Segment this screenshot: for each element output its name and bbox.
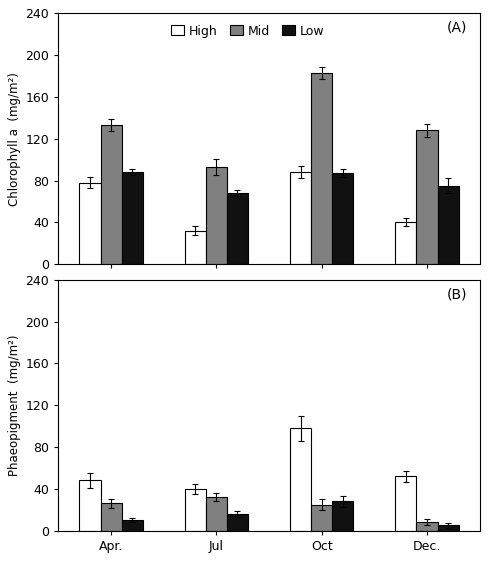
Bar bbox=[227, 193, 248, 264]
Text: (B): (B) bbox=[447, 287, 467, 301]
Bar bbox=[185, 489, 206, 531]
Bar bbox=[206, 497, 227, 531]
Bar bbox=[101, 125, 122, 264]
Text: (A): (A) bbox=[447, 21, 467, 35]
Bar bbox=[438, 526, 459, 531]
Bar bbox=[311, 504, 332, 531]
Legend: High, Mid, Low: High, Mid, Low bbox=[169, 22, 327, 40]
Bar bbox=[332, 502, 353, 531]
Bar bbox=[416, 130, 438, 264]
Y-axis label: Chlorophyll a  (mg/m²): Chlorophyll a (mg/m²) bbox=[8, 72, 21, 206]
Bar bbox=[416, 522, 438, 531]
Bar bbox=[122, 520, 142, 531]
Bar bbox=[311, 73, 332, 264]
Bar bbox=[290, 172, 311, 264]
Bar bbox=[101, 503, 122, 531]
Bar bbox=[206, 167, 227, 264]
Bar bbox=[185, 231, 206, 264]
Bar bbox=[227, 514, 248, 531]
Bar bbox=[80, 480, 101, 531]
Bar bbox=[122, 172, 142, 264]
Y-axis label: Phaeopigment  (mg/m²): Phaeopigment (mg/m²) bbox=[8, 334, 21, 476]
Bar bbox=[80, 182, 101, 264]
Bar bbox=[395, 476, 416, 531]
Bar bbox=[290, 428, 311, 531]
Bar bbox=[438, 186, 459, 264]
Bar bbox=[395, 222, 416, 264]
Bar bbox=[332, 173, 353, 264]
